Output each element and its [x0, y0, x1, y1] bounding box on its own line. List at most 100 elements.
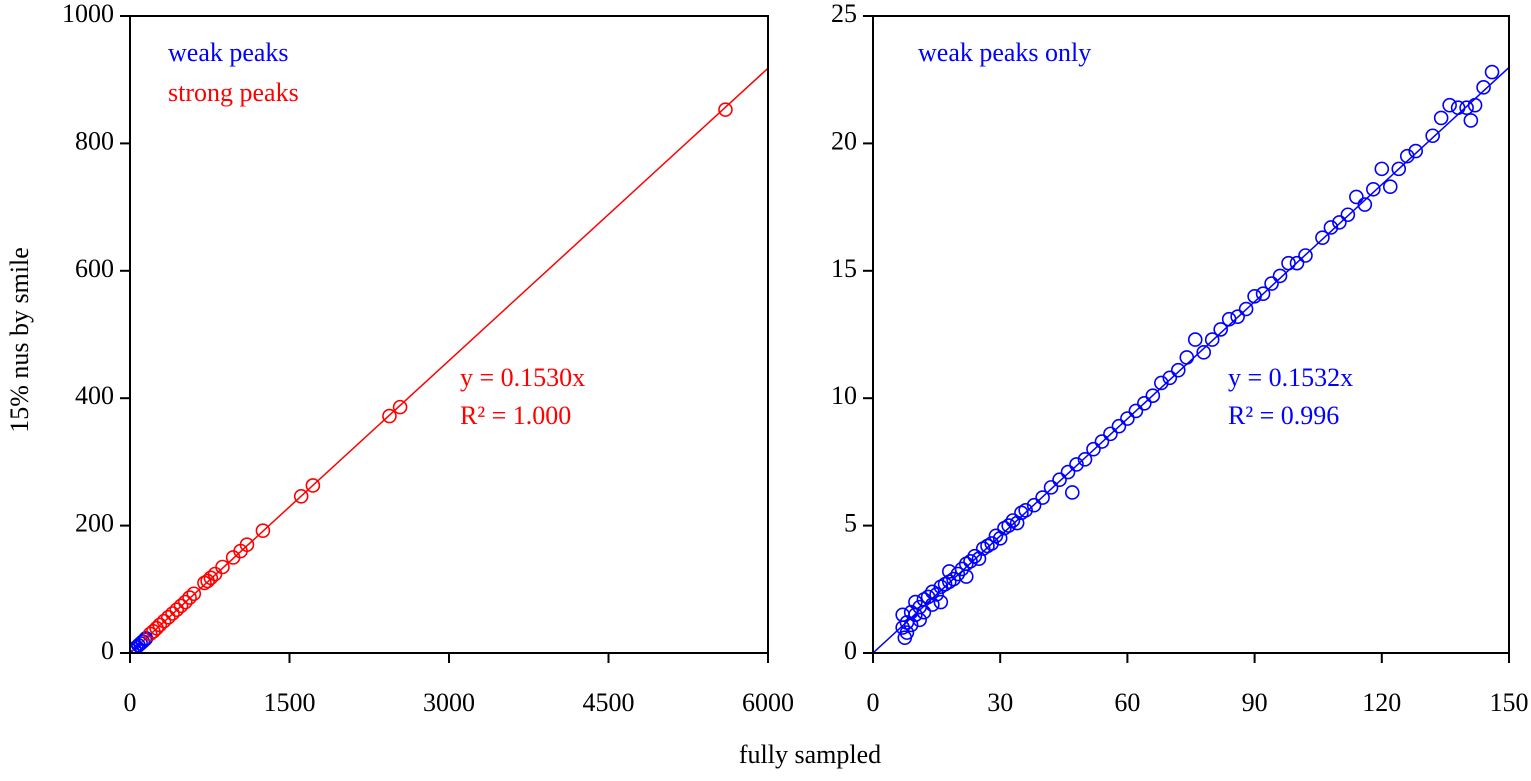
- y-tick-label: 10: [831, 381, 857, 410]
- point: [1281, 255, 1296, 271]
- legend-entry: weak peaks only: [918, 38, 1091, 67]
- point: [1289, 255, 1305, 271]
- point: [1476, 80, 1491, 95]
- point: [1382, 179, 1398, 195]
- y-tick-label: 200: [75, 509, 114, 538]
- axes-frame: [129, 15, 769, 654]
- y-axis-label: 15% nus by smile: [5, 247, 34, 433]
- y-tick-label: 0: [101, 636, 114, 665]
- point: [1086, 441, 1101, 457]
- point: [942, 564, 957, 579]
- point: [1433, 110, 1449, 126]
- y-tick-label: 15: [831, 254, 857, 283]
- point: [903, 617, 919, 633]
- point: [160, 610, 176, 625]
- point: [1442, 97, 1457, 113]
- point: [958, 569, 974, 584]
- plot-area: [130, 67, 768, 653]
- point: [950, 566, 966, 582]
- point: [963, 553, 978, 569]
- point: [1120, 411, 1135, 426]
- point: [1272, 268, 1288, 284]
- legend-entry: strong peaks: [168, 78, 299, 107]
- point: [1366, 181, 1381, 197]
- point: [165, 606, 180, 621]
- point: [1196, 345, 1212, 360]
- point: [1213, 322, 1228, 337]
- point: [1323, 220, 1339, 235]
- point: [1340, 207, 1356, 223]
- y-tick-label: 20: [831, 126, 857, 155]
- y-tick-label: 1000: [62, 0, 114, 28]
- point: [1230, 309, 1245, 324]
- point: [1043, 480, 1059, 495]
- point: [1408, 143, 1424, 159]
- point: [1315, 230, 1330, 245]
- y-tick-label: 25: [831, 0, 857, 28]
- point: [1111, 418, 1127, 434]
- x-tick-label: 30: [987, 688, 1013, 717]
- annotation: y = 0.1532x: [1228, 363, 1353, 392]
- point: [1001, 518, 1016, 533]
- x-tick-label: 1500: [264, 688, 316, 717]
- point: [1026, 497, 1042, 513]
- point: [954, 561, 970, 577]
- point: [1179, 350, 1195, 365]
- x-tick-label: 150: [1490, 688, 1529, 717]
- point: [215, 559, 230, 575]
- plot-area: [873, 64, 1509, 653]
- point: [197, 575, 212, 591]
- y-tick-label: 5: [844, 509, 857, 538]
- point: [293, 488, 309, 504]
- x-tick-label: 6000: [742, 688, 794, 717]
- point: [1238, 301, 1254, 317]
- point: [135, 634, 151, 649]
- point: [1247, 288, 1262, 304]
- point: [971, 551, 987, 567]
- point: [1060, 464, 1076, 480]
- point: [382, 408, 397, 424]
- point: [1484, 64, 1500, 80]
- annotation: y = 0.1530x: [460, 363, 585, 392]
- x-tick-label: 120: [1362, 688, 1401, 717]
- point: [1094, 434, 1110, 449]
- x-tick-label: 3000: [423, 688, 475, 717]
- point: [1137, 395, 1152, 411]
- y-tick-label: 800: [75, 126, 114, 155]
- point: [177, 594, 193, 610]
- legend-entry: weak peaks: [168, 38, 289, 67]
- point: [1103, 426, 1118, 442]
- point: [1467, 97, 1483, 113]
- point: [1187, 332, 1203, 347]
- y-tick-label: 600: [75, 254, 114, 283]
- point: [984, 536, 1000, 551]
- y-tick-label: 400: [75, 381, 114, 410]
- point: [146, 624, 161, 639]
- point: [1204, 332, 1220, 347]
- point: [1162, 370, 1178, 386]
- point: [908, 594, 923, 610]
- point: [1450, 100, 1466, 116]
- x-tick-label: 0: [867, 688, 880, 717]
- point: [1052, 472, 1067, 488]
- point: [1425, 128, 1440, 144]
- point: [933, 594, 949, 610]
- point: [1459, 100, 1474, 116]
- point: [200, 573, 215, 589]
- x-tick-label: 4500: [583, 688, 635, 717]
- point: [1077, 452, 1093, 467]
- point: [1128, 403, 1144, 419]
- point: [1399, 148, 1415, 164]
- x-tick-label: 90: [1242, 688, 1268, 717]
- point: [1170, 362, 1186, 378]
- point: [182, 590, 197, 605]
- point: [1035, 490, 1050, 505]
- point: [186, 586, 202, 602]
- point: [1069, 457, 1084, 472]
- point: [173, 598, 189, 614]
- point: [1221, 311, 1237, 327]
- point: [718, 102, 733, 117]
- point: [1463, 113, 1479, 128]
- point: [929, 587, 944, 602]
